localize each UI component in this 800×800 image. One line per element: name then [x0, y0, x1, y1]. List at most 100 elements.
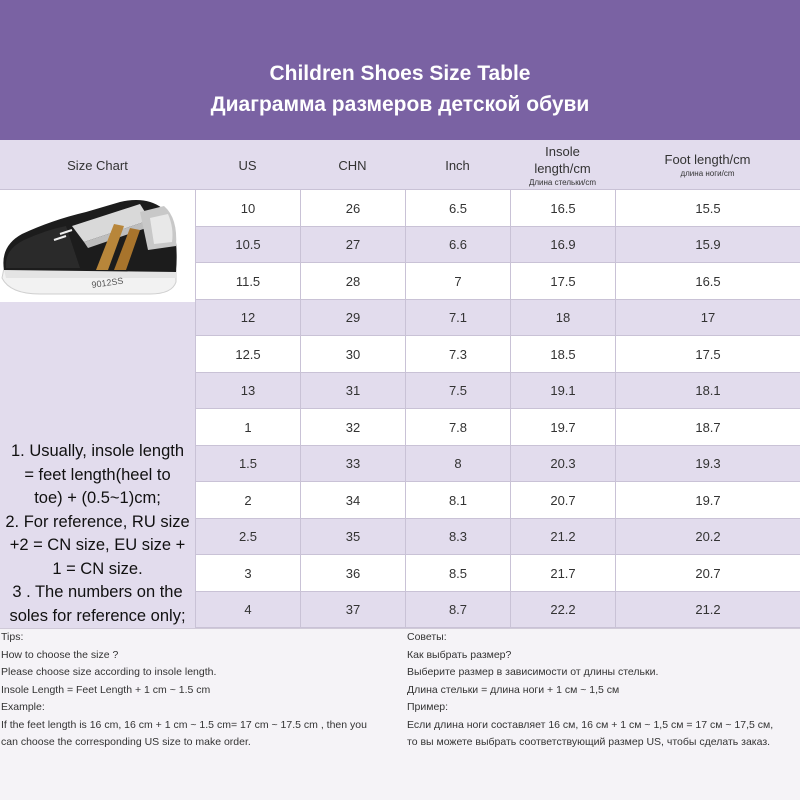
tips-russian: Советы: Как выбрать размер? Выберите раз… — [407, 629, 800, 752]
cell-inch: 8 — [405, 445, 510, 482]
header-insole-line1: Insole — [545, 143, 580, 159]
cell-us: 11.5 — [195, 263, 300, 299]
cell-chn: 31 — [300, 372, 405, 409]
cell-foot: 17.5 — [615, 336, 800, 372]
tip-line: How to choose the size ? — [1, 648, 119, 661]
tips-english: Tips: How to choose the size ? Please ch… — [1, 629, 401, 752]
table-row: 1.5 33 8 20.3 19.3 — [195, 445, 800, 482]
note-line: soles for reference only; — [9, 606, 186, 625]
header-foot: Foot length/cm длина ноги/cm — [615, 140, 800, 190]
header-chn: CHN — [338, 157, 367, 173]
header-insole-line2: length/cm — [534, 160, 591, 176]
header-size-chart: Size Chart — [67, 157, 128, 173]
cell-us: 13 — [195, 372, 300, 409]
cell-chn: 28 — [300, 263, 405, 299]
cell-chn: 35 — [300, 518, 405, 555]
cell-foot: 20.7 — [615, 555, 800, 591]
tip-line: If the feet length is 16 cm, 16 cm + 1 c… — [1, 718, 367, 731]
cell-inch: 7.1 — [405, 299, 510, 336]
cell-us: 4 — [195, 591, 300, 628]
cell-insole: 18.5 — [510, 336, 615, 372]
table-row: 3 36 8.5 21.7 20.7 — [195, 555, 800, 592]
tip-line: Tips: — [1, 631, 24, 643]
cell-inch: 6.6 — [405, 226, 510, 263]
tip-line: Example: — [1, 701, 45, 713]
cell-insole: 21.7 — [510, 555, 615, 591]
cell-inch: 6.5 — [405, 190, 510, 226]
note-line: toe) + (0.5~1)cm; — [34, 489, 161, 507]
left-panel: 9012SS 1. Usually, insole length = feet … — [0, 190, 195, 628]
sneaker-illustration: 9012SS — [1, 200, 177, 295]
tip-line: Please choose size according to insole l… — [1, 666, 217, 678]
cell-inch: 8.5 — [405, 555, 510, 591]
tip-line: Пример: — [407, 701, 449, 713]
cell-chn: 27 — [300, 226, 405, 263]
cell-inch: 7 — [405, 263, 510, 299]
cell-insole: 20.7 — [510, 482, 615, 518]
cell-inch: 7.3 — [405, 336, 510, 372]
cell-insole: 18 — [510, 299, 615, 336]
size-notes: 1. Usually, insole length = feet length(… — [0, 440, 195, 628]
table-row: 11.5 28 7 17.5 16.5 — [195, 263, 800, 300]
cell-insole: 21.2 — [510, 518, 615, 555]
cell-us: 12.5 — [195, 336, 300, 372]
note-line: 2. For reference, RU size — [5, 512, 190, 531]
cell-inch: 8.1 — [405, 482, 510, 518]
cell-chn: 36 — [300, 555, 405, 591]
cell-foot: 18.1 — [615, 372, 800, 409]
shoe-image: 9012SS — [0, 190, 195, 302]
cell-chn: 32 — [300, 409, 405, 445]
cell-chn: 34 — [300, 482, 405, 518]
tip-line: Insole Length = Feet Length + 1 cm ~ 1.5… — [1, 683, 211, 696]
title-banner: Children Shoes Size Table Диаграмма разм… — [0, 0, 800, 140]
header-foot-sub: длина ноги/cm — [680, 169, 735, 178]
cell-us: 10.5 — [195, 226, 300, 263]
table-row: 12.5 30 7.3 18.5 17.5 — [195, 336, 800, 373]
header-insole: Insole length/cm Длина стельки/cm — [510, 140, 615, 190]
note-line: = feet length(heel to — [24, 465, 171, 484]
tip-line: Длина стельки = длина ноги + 1 см ~ 1,5 … — [407, 683, 620, 696]
cell-us: 1.5 — [195, 445, 300, 482]
cell-chn: 26 — [300, 190, 405, 226]
header-inch: Inch — [445, 157, 470, 173]
header-us: US — [238, 157, 257, 173]
cell-inch: 7.8 — [405, 409, 510, 445]
tip-line: can choose the corresponding US size to … — [1, 736, 251, 748]
table-row: 13 31 7.5 19.1 18.1 — [195, 372, 800, 409]
cell-insole: 22.2 — [510, 591, 615, 628]
cell-foot: 19.3 — [615, 445, 800, 482]
cell-us: 12 — [195, 299, 300, 336]
cell-inch: 8.7 — [405, 591, 510, 628]
title-english: Children Shoes Size Table — [269, 62, 531, 85]
table-header: Size Chart US CHN Inch Insole length/cm … — [0, 140, 800, 190]
note-line: +2 = CN size, EU size + — [9, 536, 186, 554]
table-row: 12 29 7.1 18 17 — [195, 299, 800, 336]
table-row: 2 34 8.1 20.7 19.7 — [195, 482, 800, 519]
cell-insole: 16.5 — [510, 190, 615, 226]
cell-us: 3 — [195, 555, 300, 591]
cell-foot: 19.7 — [615, 482, 800, 518]
cell-chn: 33 — [300, 445, 405, 482]
cell-insole: 19.1 — [510, 372, 615, 409]
header-insole-sub: Длина стельки/cm — [528, 177, 597, 187]
tip-line: Выберите размер в зависимости от длины с… — [407, 666, 659, 678]
cell-us: 2.5 — [195, 518, 300, 555]
cell-insole: 16.9 — [510, 226, 615, 263]
header-foot-label: Foot length/cm — [664, 152, 751, 167]
cell-foot: 16.5 — [615, 263, 800, 299]
cell-chn: 37 — [300, 591, 405, 628]
cell-insole: 17.5 — [510, 263, 615, 299]
cell-foot: 15.9 — [615, 226, 800, 263]
cell-us: 1 — [195, 409, 300, 445]
cell-inch: 8.3 — [405, 518, 510, 555]
tip-line: то вы можете выбрать соответствующий раз… — [407, 736, 771, 748]
table-row: 10 26 6.5 16.5 15.5 — [195, 190, 800, 227]
tips-section: Tips: How to choose the size ? Please ch… — [0, 628, 800, 800]
title-russian: Диаграмма размеров детской обуви — [210, 93, 590, 116]
cell-foot: 21.2 — [615, 591, 800, 628]
note-line: 3 . The numbers on the — [12, 583, 183, 601]
note-line: 1 = CN size. — [52, 559, 143, 578]
table-row: 10.5 27 6.6 16.9 15.9 — [195, 226, 800, 263]
cell-chn: 29 — [300, 299, 405, 336]
note-line: 1. Usually, insole length — [10, 442, 185, 460]
